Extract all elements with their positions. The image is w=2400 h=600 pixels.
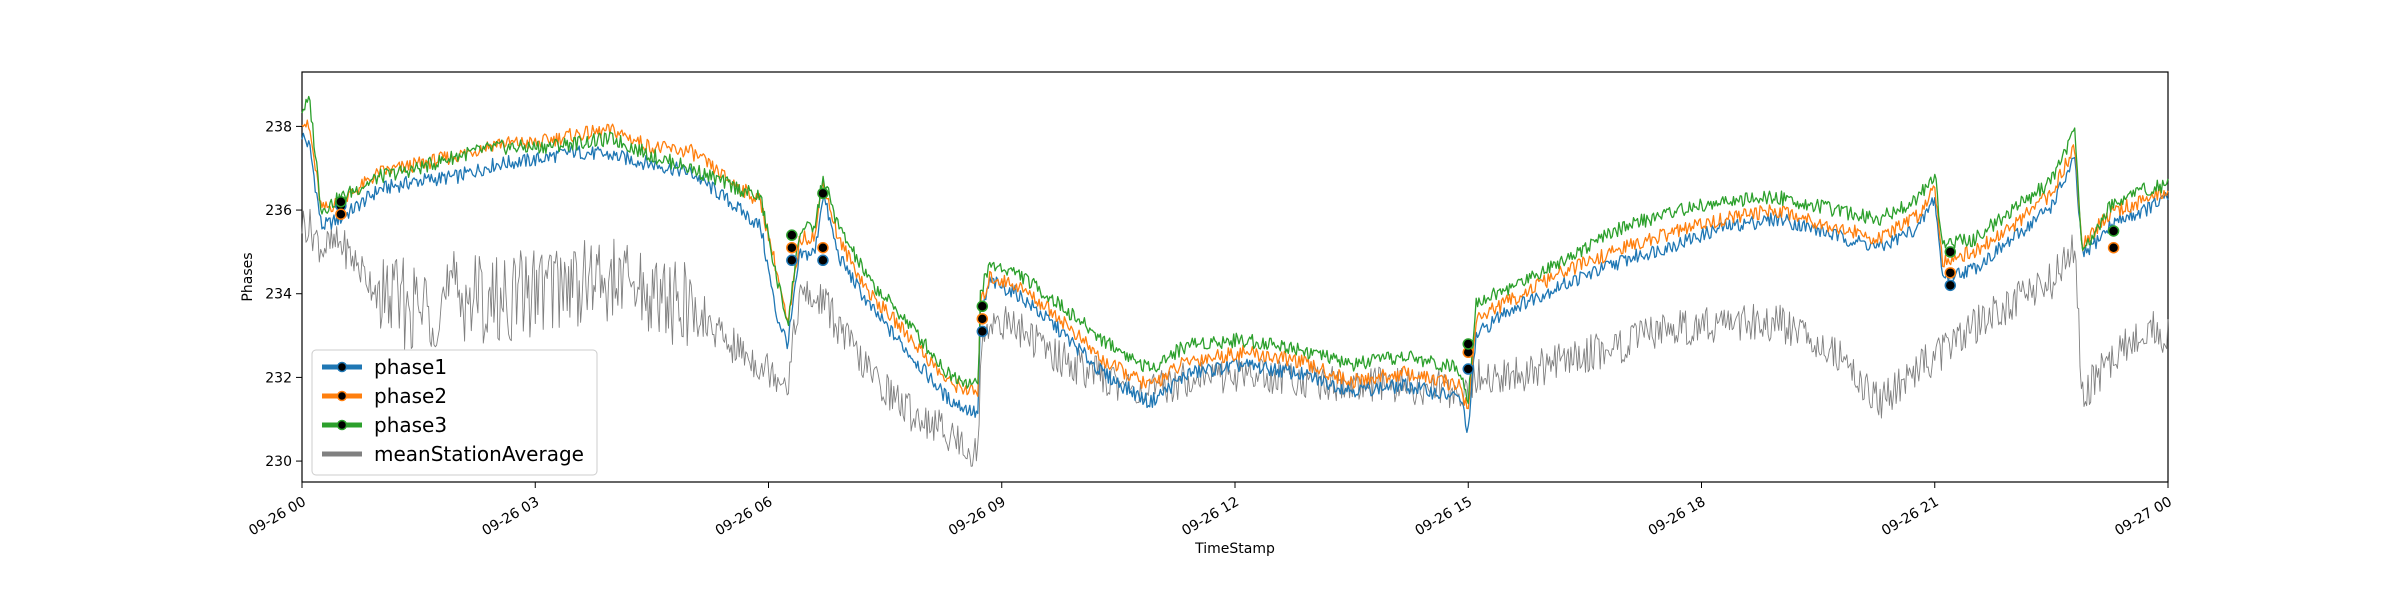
- marker-point: [786, 241, 798, 254]
- marker-point: [335, 195, 347, 208]
- legend-label: phase3: [374, 413, 447, 437]
- marker-point: [2107, 241, 2120, 254]
- legend-box: [311, 349, 598, 476]
- x-axis-title: TimeStamp: [1194, 541, 1275, 557]
- y-axis: 230 232 234 236 238: [265, 119, 302, 470]
- series-line-meanStationAverage: [301, 208, 2169, 467]
- x-tick-label: 09-26 06: [713, 494, 776, 539]
- legend: phase1 phase2 phase3 meanStationAverage: [311, 349, 598, 476]
- y-tick-label: 236: [265, 203, 292, 219]
- legend-marker: [336, 361, 348, 373]
- y-axis-title: Phases: [240, 252, 256, 301]
- x-tick-label: 09-26 00: [246, 494, 309, 539]
- marker-point: [976, 313, 989, 325]
- marker-point: [976, 325, 989, 338]
- marker-point: [335, 208, 347, 220]
- marker-point: [817, 254, 829, 267]
- y-tick-label: 232: [265, 370, 292, 386]
- marker-point: [1944, 279, 1957, 292]
- marker-point: [817, 187, 829, 200]
- marker-point: [1462, 363, 1474, 375]
- x-tick-label: 09-26 09: [946, 494, 1009, 539]
- marker-point: [1462, 338, 1474, 350]
- x-tick-label: 09-26 18: [1646, 494, 1709, 539]
- series-line-phase2: [301, 119, 2169, 410]
- legend-label: meanStationAverage: [374, 442, 584, 466]
- series-layer: [301, 95, 2169, 467]
- legend-marker: [336, 390, 348, 402]
- legend-marker: [336, 419, 348, 431]
- x-tick-label: 09-26 21: [1879, 494, 1942, 539]
- x-tick-label: 09-26 12: [1179, 494, 1242, 539]
- marker-point: [786, 254, 798, 267]
- series-line-phase3: [301, 95, 2169, 405]
- marker-point: [817, 241, 829, 254]
- marker-point: [976, 300, 989, 313]
- y-tick-label: 234: [265, 287, 292, 303]
- legend-label: phase1: [374, 355, 447, 379]
- x-tick-label: 09-26 03: [480, 494, 543, 539]
- marker-point: [786, 229, 798, 241]
- x-tick-label: 09-26 15: [1413, 494, 1476, 539]
- x-axis: 09-26 00 09-26 03 09-26 06 09-26 09 09-26 12…: [246, 482, 2175, 539]
- x-tick-label: 09-27 00: [2112, 494, 2175, 539]
- legend-label: phase2: [374, 384, 447, 408]
- marker-layer: [335, 187, 2120, 375]
- marker-point: [2107, 225, 2120, 237]
- marker-point: [1944, 267, 1957, 279]
- marker-point: [1944, 246, 1957, 258]
- y-tick-label: 238: [265, 119, 292, 135]
- y-tick-label: 230: [265, 454, 292, 470]
